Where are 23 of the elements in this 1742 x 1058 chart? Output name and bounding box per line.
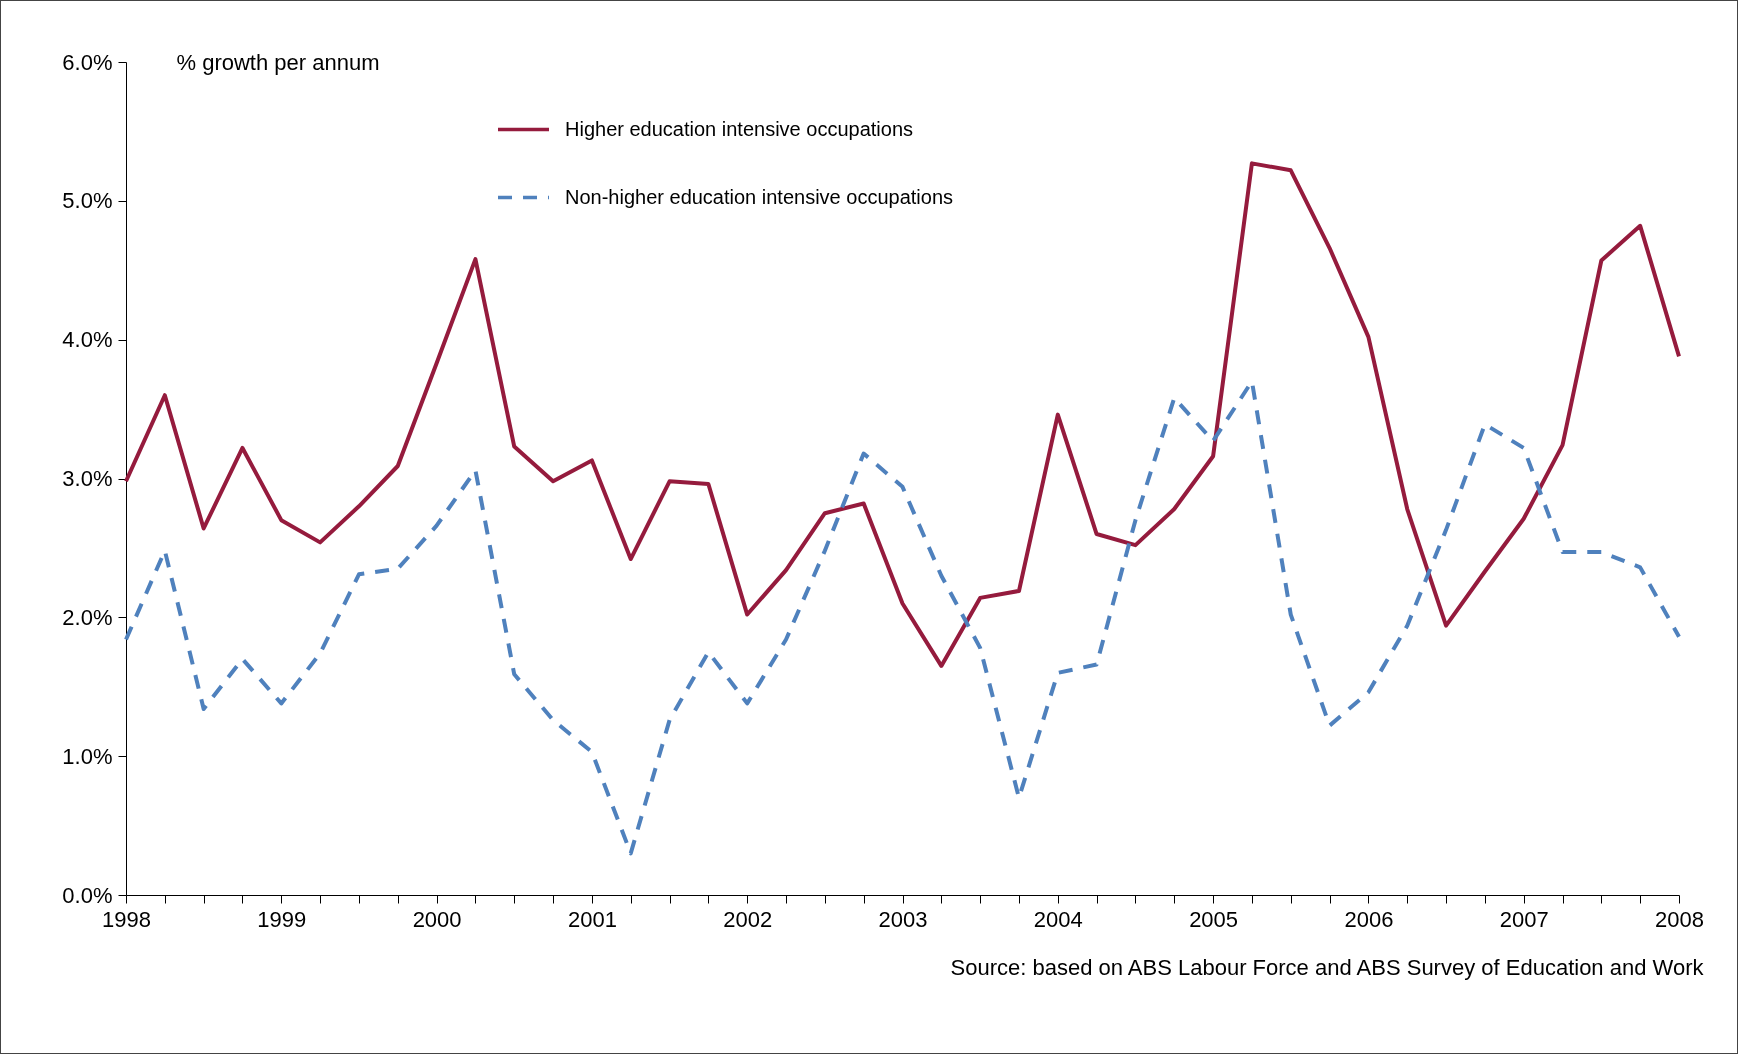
x-tick-label: 2003 — [878, 906, 928, 932]
y-tick-label: 1.0% — [62, 743, 113, 769]
y-tick-label: 2.0% — [62, 604, 113, 630]
y-tick-label: 0.0% — [62, 882, 113, 908]
y-tick-label: 4.0% — [62, 327, 113, 353]
x-tick-label: 2008 — [1655, 906, 1704, 932]
legend-label: Higher education intensive occupations — [565, 117, 913, 140]
x-tick-label: 2005 — [1189, 906, 1239, 932]
legend-label: Non-higher education intensive occupations — [565, 185, 954, 208]
x-tick-label: 1999 — [257, 906, 307, 932]
x-tick-label: 2004 — [1033, 906, 1083, 932]
x-tick-label: 2006 — [1344, 906, 1394, 932]
x-tick-label: 2007 — [1499, 906, 1549, 932]
y-tick-label: 6.0% — [62, 49, 113, 75]
x-tick-label: 2002 — [723, 906, 773, 932]
y-tick-label: 5.0% — [62, 188, 113, 214]
x-tick-label: 2000 — [412, 906, 462, 932]
x-tick-label: 2001 — [567, 906, 617, 932]
y-tick-label: 3.0% — [62, 466, 113, 491]
x-tick-label: 1998 — [102, 906, 151, 932]
line-series — [124, 161, 1681, 668]
y-axis-title: % growth per annum — [176, 49, 380, 75]
source-note: Source: based on ABS Labour Force and ABS Survey of Education and Work — [950, 955, 1705, 980]
